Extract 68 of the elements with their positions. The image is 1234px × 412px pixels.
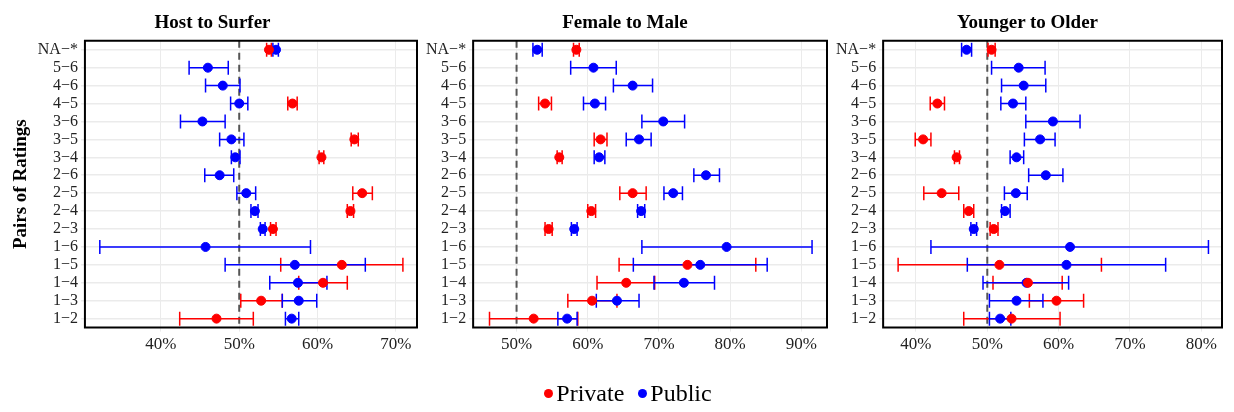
y-tick-label: 3−6	[52, 111, 78, 129]
y-tick-label: 4−6	[441, 75, 467, 93]
x-tick-label: 50%	[971, 334, 1003, 354]
y-tick-label: 2−4	[851, 201, 877, 219]
y-tick-label: 2−5	[851, 183, 877, 201]
y-tick-label: 3−4	[52, 147, 78, 165]
y-tick-label: 2−3	[441, 219, 467, 237]
y-tick-label: 1−3	[52, 290, 78, 308]
y-tick-label: 3−5	[52, 129, 78, 147]
x-tick-label: 40%	[900, 334, 932, 354]
y-tick-label: 2−6	[851, 165, 877, 183]
y-tick-label: 4−6	[851, 75, 877, 93]
y-tick-label: 4−5	[851, 93, 877, 111]
y-tick-label: 1−6	[441, 237, 467, 255]
y-tick-label: 1−6	[851, 237, 877, 255]
x-tick-label: 50%	[500, 334, 533, 354]
legend-label: Public	[650, 380, 712, 407]
y-tick-label: 3−6	[441, 111, 467, 129]
y-tick-label: 5−6	[441, 57, 467, 75]
legend-label: Private	[556, 380, 625, 407]
y-tick-label: 1−5	[52, 255, 78, 273]
x-tick-label: 60%	[572, 334, 604, 354]
y-tick-label: 2−5	[52, 183, 78, 201]
chart-title: Female to Male	[562, 11, 688, 33]
y-tick-label: 2−4	[52, 201, 78, 219]
y-tick-label: NA−*	[425, 39, 467, 57]
x-tick-label: 50%	[223, 334, 255, 354]
x-tick-label: 70%	[380, 334, 412, 354]
y-tick-label: 1−5	[441, 255, 467, 273]
y-tick-label: NA−*	[37, 39, 78, 57]
y-tick-label: 1−3	[441, 290, 467, 308]
x-tick-label: 90%	[785, 334, 817, 354]
y-tick-label: NA−*	[835, 39, 877, 57]
y-tick-label: 5−6	[52, 57, 78, 75]
x-tick-label: 80%	[1185, 334, 1217, 354]
y-tick-label: 4−5	[441, 93, 467, 111]
chart-title: Host to Surfer	[154, 11, 272, 33]
y-tick-label: 3−5	[441, 129, 467, 147]
x-tick-label: 60%	[301, 334, 334, 354]
y-tick-label: 1−4	[441, 272, 467, 290]
y-tick-label: 3−4	[441, 147, 467, 165]
y-tick-label: 5−6	[851, 57, 877, 75]
y-tick-label: 3−4	[851, 147, 877, 165]
y-tick-label: 1−4	[851, 272, 877, 290]
y-axis-title: Pairs of Ratings	[9, 119, 31, 250]
y-tick-label: 1−3	[851, 290, 877, 308]
y-tick-label: 2−6	[52, 165, 78, 183]
y-tick-label: 2−4	[441, 201, 467, 219]
x-tick-label: 60%	[1043, 334, 1075, 354]
y-tick-label: 2−6	[441, 165, 467, 183]
y-tick-label: 1−2	[851, 308, 877, 326]
y-tick-label: 2−5	[441, 183, 467, 201]
y-tick-label: 2−3	[851, 219, 877, 237]
y-tick-label: 1−6	[52, 237, 78, 255]
x-tick-label: 70%	[643, 334, 675, 354]
x-tick-label: 80%	[714, 334, 746, 354]
y-tick-label: 3−5	[851, 129, 877, 147]
x-tick-label: 40%	[145, 334, 177, 354]
y-tick-label: 2−3	[52, 219, 78, 237]
y-tick-label: 4−6	[52, 75, 78, 93]
y-tick-label: 1−4	[52, 272, 78, 290]
y-tick-label: 1−2	[441, 308, 467, 326]
y-tick-label: 1−2	[52, 308, 78, 326]
chart-title: Younger to Older	[956, 11, 1099, 33]
y-tick-label: 4−5	[52, 93, 78, 111]
x-tick-label: 70%	[1114, 334, 1146, 354]
y-tick-label: 3−6	[851, 111, 877, 129]
y-tick-label: 1−5	[851, 255, 877, 273]
